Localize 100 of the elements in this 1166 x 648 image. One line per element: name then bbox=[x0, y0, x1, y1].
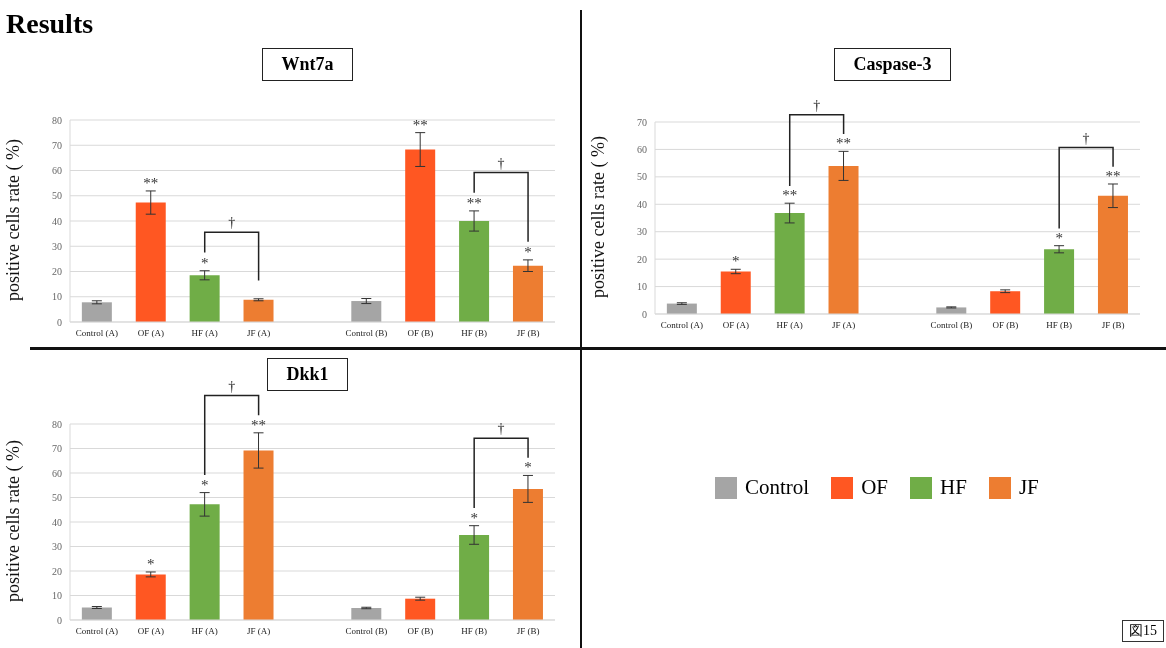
x-tick-label: HF (A) bbox=[776, 320, 803, 331]
y-tick-label: 30 bbox=[637, 226, 647, 238]
bar bbox=[512, 265, 543, 322]
data-label: * bbox=[1055, 229, 1063, 246]
bar bbox=[189, 275, 220, 322]
annotation: † bbox=[228, 215, 236, 231]
x-tick-label: HF (A) bbox=[191, 328, 218, 339]
y-tick-label: 70 bbox=[52, 443, 62, 455]
bar bbox=[243, 450, 274, 620]
x-tick-label: HF (B) bbox=[461, 328, 488, 339]
bar bbox=[81, 302, 112, 322]
x-tick-label: Control (A) bbox=[75, 626, 119, 637]
annotation: † bbox=[1082, 130, 1090, 146]
category-label: HF bbox=[940, 475, 967, 500]
data-label: * bbox=[732, 253, 740, 270]
y-tick-label: 60 bbox=[637, 143, 647, 155]
bar bbox=[990, 291, 1021, 314]
chart-title: Caspase-3 bbox=[834, 48, 951, 81]
x-tick-label: HF (A) bbox=[191, 626, 218, 637]
y-tick-label: 60 bbox=[52, 165, 62, 177]
chart-title: Wnt7a bbox=[262, 48, 353, 81]
text: Results bbox=[6, 8, 94, 40]
bar bbox=[135, 202, 166, 322]
x-tick-label: JF (B) bbox=[1101, 320, 1125, 331]
bar bbox=[405, 149, 436, 322]
data-label: ** bbox=[782, 187, 798, 204]
y-tick-label: 30 bbox=[52, 240, 62, 252]
data-label: * bbox=[524, 459, 532, 476]
bar bbox=[243, 299, 274, 322]
x-tick-label: HF (B) bbox=[461, 626, 488, 637]
x-tick-label: JF (A) bbox=[246, 626, 271, 637]
bar bbox=[351, 301, 382, 322]
category-label: JF bbox=[1018, 475, 1039, 500]
data-label: ** bbox=[251, 416, 267, 433]
data-label: ** bbox=[836, 135, 852, 152]
y-tick-label: 40 bbox=[637, 198, 647, 210]
bar bbox=[459, 534, 490, 620]
y-tick-label: 0 bbox=[642, 308, 647, 320]
x-tick-label: OF (B) bbox=[407, 626, 434, 637]
x-tick-label: Control (A) bbox=[660, 320, 704, 331]
x-tick-label: JF (A) bbox=[831, 320, 856, 331]
data-label: ** bbox=[412, 116, 428, 133]
y-tick-label: 30 bbox=[52, 541, 62, 553]
category-label: OF bbox=[861, 475, 889, 500]
caption: 図15 bbox=[1122, 620, 1164, 642]
bar bbox=[720, 271, 751, 314]
bar bbox=[135, 574, 166, 620]
y-tick-label: 20 bbox=[637, 253, 647, 265]
data-label: ** bbox=[143, 174, 159, 191]
y-tick-label: 80 bbox=[52, 114, 62, 126]
y-tick-label: 40 bbox=[52, 215, 62, 227]
y-tick-label: 80 bbox=[52, 418, 62, 430]
y-tick-label: 70 bbox=[637, 116, 647, 128]
text: † bbox=[813, 97, 821, 113]
bar bbox=[1044, 249, 1075, 314]
x-tick-label: Control (B) bbox=[345, 626, 388, 637]
y-axis-title: positive cells rate ( %) bbox=[3, 440, 25, 602]
bar bbox=[189, 504, 220, 620]
data-label: * bbox=[470, 509, 478, 526]
y-tick-label: 70 bbox=[52, 139, 62, 151]
chart-title: Dkk1 bbox=[267, 358, 348, 391]
data-label: * bbox=[200, 254, 209, 271]
x-tick-label: OF (B) bbox=[992, 320, 1019, 331]
x-tick-label: OF (A) bbox=[137, 626, 164, 637]
y-tick-label: 0 bbox=[57, 614, 62, 626]
y-tick-label: 50 bbox=[52, 492, 62, 504]
bar bbox=[351, 608, 382, 620]
x-tick-label: OF (A) bbox=[137, 328, 164, 339]
annotation: † bbox=[497, 155, 505, 171]
y-tick-label: 40 bbox=[52, 516, 62, 528]
bar bbox=[459, 221, 490, 322]
text: † bbox=[228, 378, 236, 394]
y-tick-label: 10 bbox=[52, 291, 62, 303]
x-tick-label: JF (B) bbox=[516, 328, 540, 339]
data-label: ** bbox=[1105, 167, 1121, 184]
x-tick-label: JF (B) bbox=[516, 626, 540, 637]
data-label: * bbox=[200, 476, 209, 493]
bar bbox=[512, 488, 543, 620]
data-label: * bbox=[524, 243, 532, 260]
x-tick-label: Control (A) bbox=[75, 328, 119, 339]
x-tick-label: Control (B) bbox=[930, 320, 973, 331]
x-tick-label: OF (A) bbox=[722, 320, 749, 331]
y-tick-label: 20 bbox=[52, 266, 62, 278]
y-axis-title: positive cells rate ( %) bbox=[3, 139, 25, 301]
y-tick-label: 0 bbox=[57, 316, 62, 328]
data-label: ** bbox=[466, 194, 482, 211]
annotation: † bbox=[497, 421, 505, 437]
x-tick-label: HF (B) bbox=[1046, 320, 1073, 331]
bar bbox=[405, 598, 436, 620]
x-tick-label: Control (B) bbox=[345, 328, 388, 339]
y-tick-label: 10 bbox=[52, 590, 62, 602]
data-label: * bbox=[147, 555, 155, 572]
category-label: Control bbox=[745, 475, 810, 500]
y-tick-label: 50 bbox=[52, 190, 62, 202]
x-tick-label: JF (A) bbox=[246, 328, 271, 339]
bar bbox=[1097, 195, 1128, 314]
bar bbox=[828, 165, 859, 314]
y-tick-label: 10 bbox=[637, 281, 647, 293]
y-tick-label: 50 bbox=[637, 171, 647, 183]
y-axis-title: positive cells rate ( %) bbox=[588, 136, 610, 298]
